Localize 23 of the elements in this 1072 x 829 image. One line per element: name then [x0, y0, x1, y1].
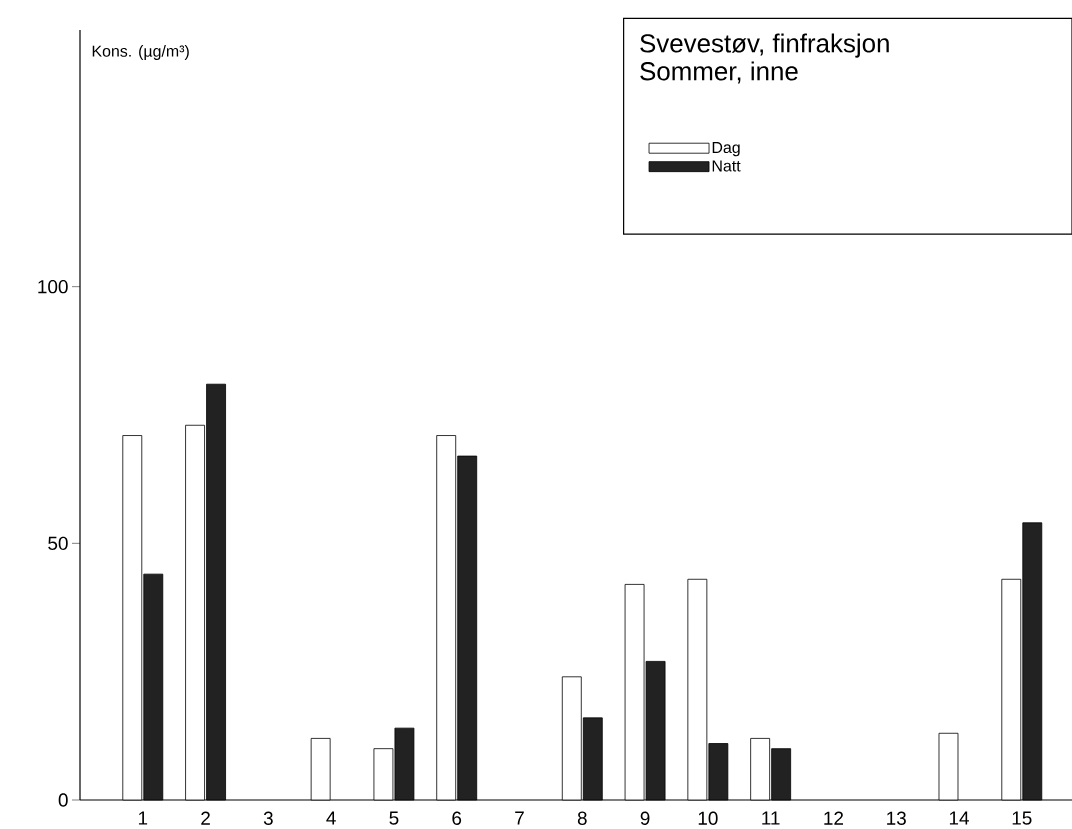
x-tick-label: 11 [762, 811, 780, 825]
legend-label: Natt [712, 160, 741, 172]
x-tick-label: 5 [389, 811, 399, 825]
x-tick-label: 12 [824, 811, 843, 825]
y-tick-label: 50 [48, 536, 68, 551]
x-tick-label: 2 [201, 811, 210, 825]
x-tick-label: 8 [577, 811, 587, 825]
y-axis-title: Kons. (µg/m³) [92, 45, 189, 60]
x-tick-label: 10 [698, 811, 718, 825]
x-tick-label: 1 [138, 811, 148, 825]
chart-title: Svevestøv, finfraksjon [640, 33, 889, 58]
legend-label: Dag [712, 141, 740, 157]
x-tick-label: 15 [1012, 811, 1032, 825]
y-tick-label: 0 [58, 793, 68, 807]
x-tick-label: 9 [640, 811, 650, 825]
x-tick-label: 7 [515, 811, 524, 825]
x-tick-label: 6 [452, 811, 462, 825]
x-tick-label: 4 [326, 811, 336, 825]
y-tick-label: 100 [38, 279, 68, 294]
text: Sommer, inne [640, 61, 798, 84]
x-tick-label: 3 [263, 811, 273, 825]
x-tick-label: 14 [949, 811, 969, 825]
x-tick-label: 13 [887, 811, 906, 825]
